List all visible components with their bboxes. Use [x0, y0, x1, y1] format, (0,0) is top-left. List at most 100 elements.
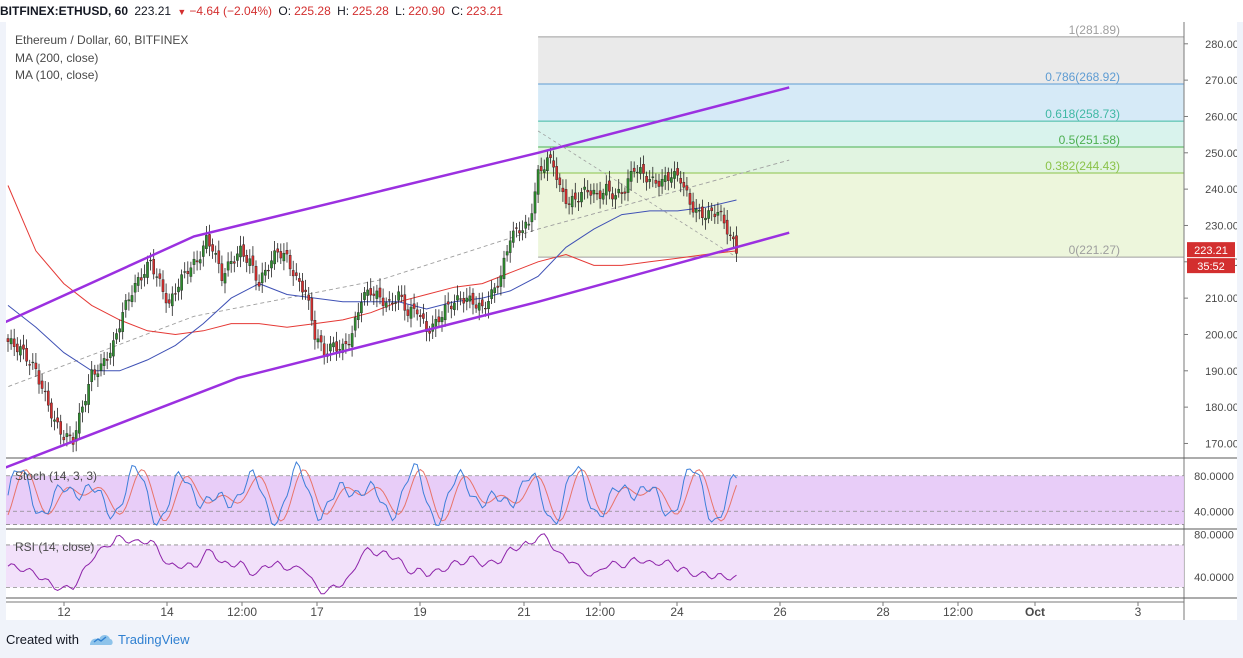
candle-body — [170, 293, 174, 307]
candle-body — [567, 203, 571, 205]
candle-body — [502, 257, 506, 279]
fib-label: 0.382(244.43) — [1045, 159, 1120, 173]
candle-body — [713, 213, 717, 218]
candle-body — [415, 309, 419, 315]
price-tick-label: 210.00 — [1205, 293, 1237, 305]
tradingview-brand[interactable]: TradingView — [118, 632, 190, 647]
candle-body — [617, 188, 620, 194]
candle-body — [220, 263, 224, 281]
candle-body — [229, 260, 233, 264]
candle-body — [291, 270, 295, 277]
candle-body — [273, 250, 276, 265]
candle-body — [446, 301, 450, 305]
candle-body — [487, 301, 490, 310]
candle-body — [735, 235, 738, 254]
candle-body — [248, 258, 252, 266]
candle-body — [651, 176, 655, 178]
channel-upper-line — [6, 86, 790, 324]
time-tick-label: 28 — [876, 605, 890, 619]
candle-body — [40, 380, 44, 389]
price-tick-label: 230.00 — [1205, 220, 1237, 232]
stoch-legend: Stoch (14, 3, 3) — [15, 469, 98, 483]
candle-body — [19, 346, 22, 356]
candle-body — [626, 178, 630, 193]
candle-body — [366, 289, 369, 296]
time-tick-label: 26 — [773, 605, 787, 619]
candle-body — [90, 369, 93, 383]
candle-body — [515, 227, 518, 229]
countdown-badge-text: 35:52 — [1197, 261, 1225, 273]
candle-body — [251, 255, 255, 266]
candle-body — [642, 164, 645, 174]
fib-zone — [538, 147, 1184, 174]
candle-body — [388, 299, 391, 301]
candle-body — [397, 291, 400, 301]
time-tick-label: 12:00 — [585, 605, 615, 619]
candle-body — [208, 234, 211, 247]
candle-body — [186, 270, 190, 275]
candle-body — [719, 210, 723, 213]
candle-body — [375, 290, 379, 299]
candle-body — [437, 316, 441, 323]
rsi-line — [7, 533, 737, 595]
fib-zone — [538, 36, 1184, 85]
price-tick-label: 170.00 — [1205, 438, 1237, 450]
rsi-band — [6, 544, 1184, 588]
candle-body — [15, 343, 19, 353]
chart-svg[interactable]: 1(281.89) 0.786(268.92) 0.618(258.73) 0.5(2… — [6, 22, 1237, 620]
candle-body — [505, 251, 509, 256]
candle-body — [670, 177, 673, 183]
candle-body — [546, 157, 549, 172]
channel-lower-line — [6, 231, 790, 469]
candle-body — [605, 183, 608, 196]
candle-body — [636, 171, 639, 174]
candle-body — [198, 259, 202, 264]
candle-body — [201, 245, 205, 257]
candle-body — [577, 201, 580, 203]
candle-body — [471, 292, 475, 305]
candle-body — [53, 419, 56, 422]
candle-body — [564, 189, 568, 204]
candle-body — [443, 304, 447, 321]
candle-body — [295, 272, 298, 276]
stoch-band — [6, 475, 1184, 525]
candle-body — [87, 384, 90, 405]
candle-body — [279, 251, 283, 259]
candle-body — [543, 169, 546, 173]
candle-body — [450, 305, 453, 310]
created-with-label: Created with — [6, 632, 79, 647]
candle-body — [508, 240, 512, 253]
candle-body — [462, 298, 466, 304]
candle-body — [242, 244, 245, 257]
ma200-line — [7, 185, 737, 336]
candle-body — [558, 177, 562, 186]
candle-body — [59, 421, 62, 435]
candle-body — [155, 276, 159, 278]
low-label: L: — [395, 4, 406, 18]
candle-body — [298, 278, 301, 282]
candle-body — [394, 302, 397, 304]
candle-body — [406, 309, 410, 316]
countdown-badge — [1187, 258, 1235, 274]
candle-body — [9, 338, 13, 345]
time-tick-label: 19 — [413, 605, 427, 619]
candle-body — [77, 412, 81, 434]
candle-body — [363, 292, 366, 300]
candle-body — [592, 189, 596, 195]
candle-body — [360, 302, 363, 314]
open-label: O: — [278, 4, 292, 18]
candle-body — [536, 169, 540, 195]
tradingview-logo-icon — [90, 634, 113, 645]
chart-area[interactable]: 1(281.89) 0.786(268.92) 0.618(258.73) 0.5(2… — [6, 22, 1237, 620]
candle-body — [81, 406, 84, 413]
candle-body — [158, 273, 162, 279]
candle-body — [276, 248, 280, 253]
candle-body — [574, 192, 577, 200]
time-tick-label: 12:00 — [227, 605, 257, 619]
candle-body — [350, 333, 354, 347]
price-tick-label: 280.00 — [1205, 39, 1237, 51]
candle-body — [688, 193, 692, 205]
candle-body — [62, 436, 66, 441]
candle-body — [214, 253, 218, 255]
candle-body — [37, 370, 41, 385]
